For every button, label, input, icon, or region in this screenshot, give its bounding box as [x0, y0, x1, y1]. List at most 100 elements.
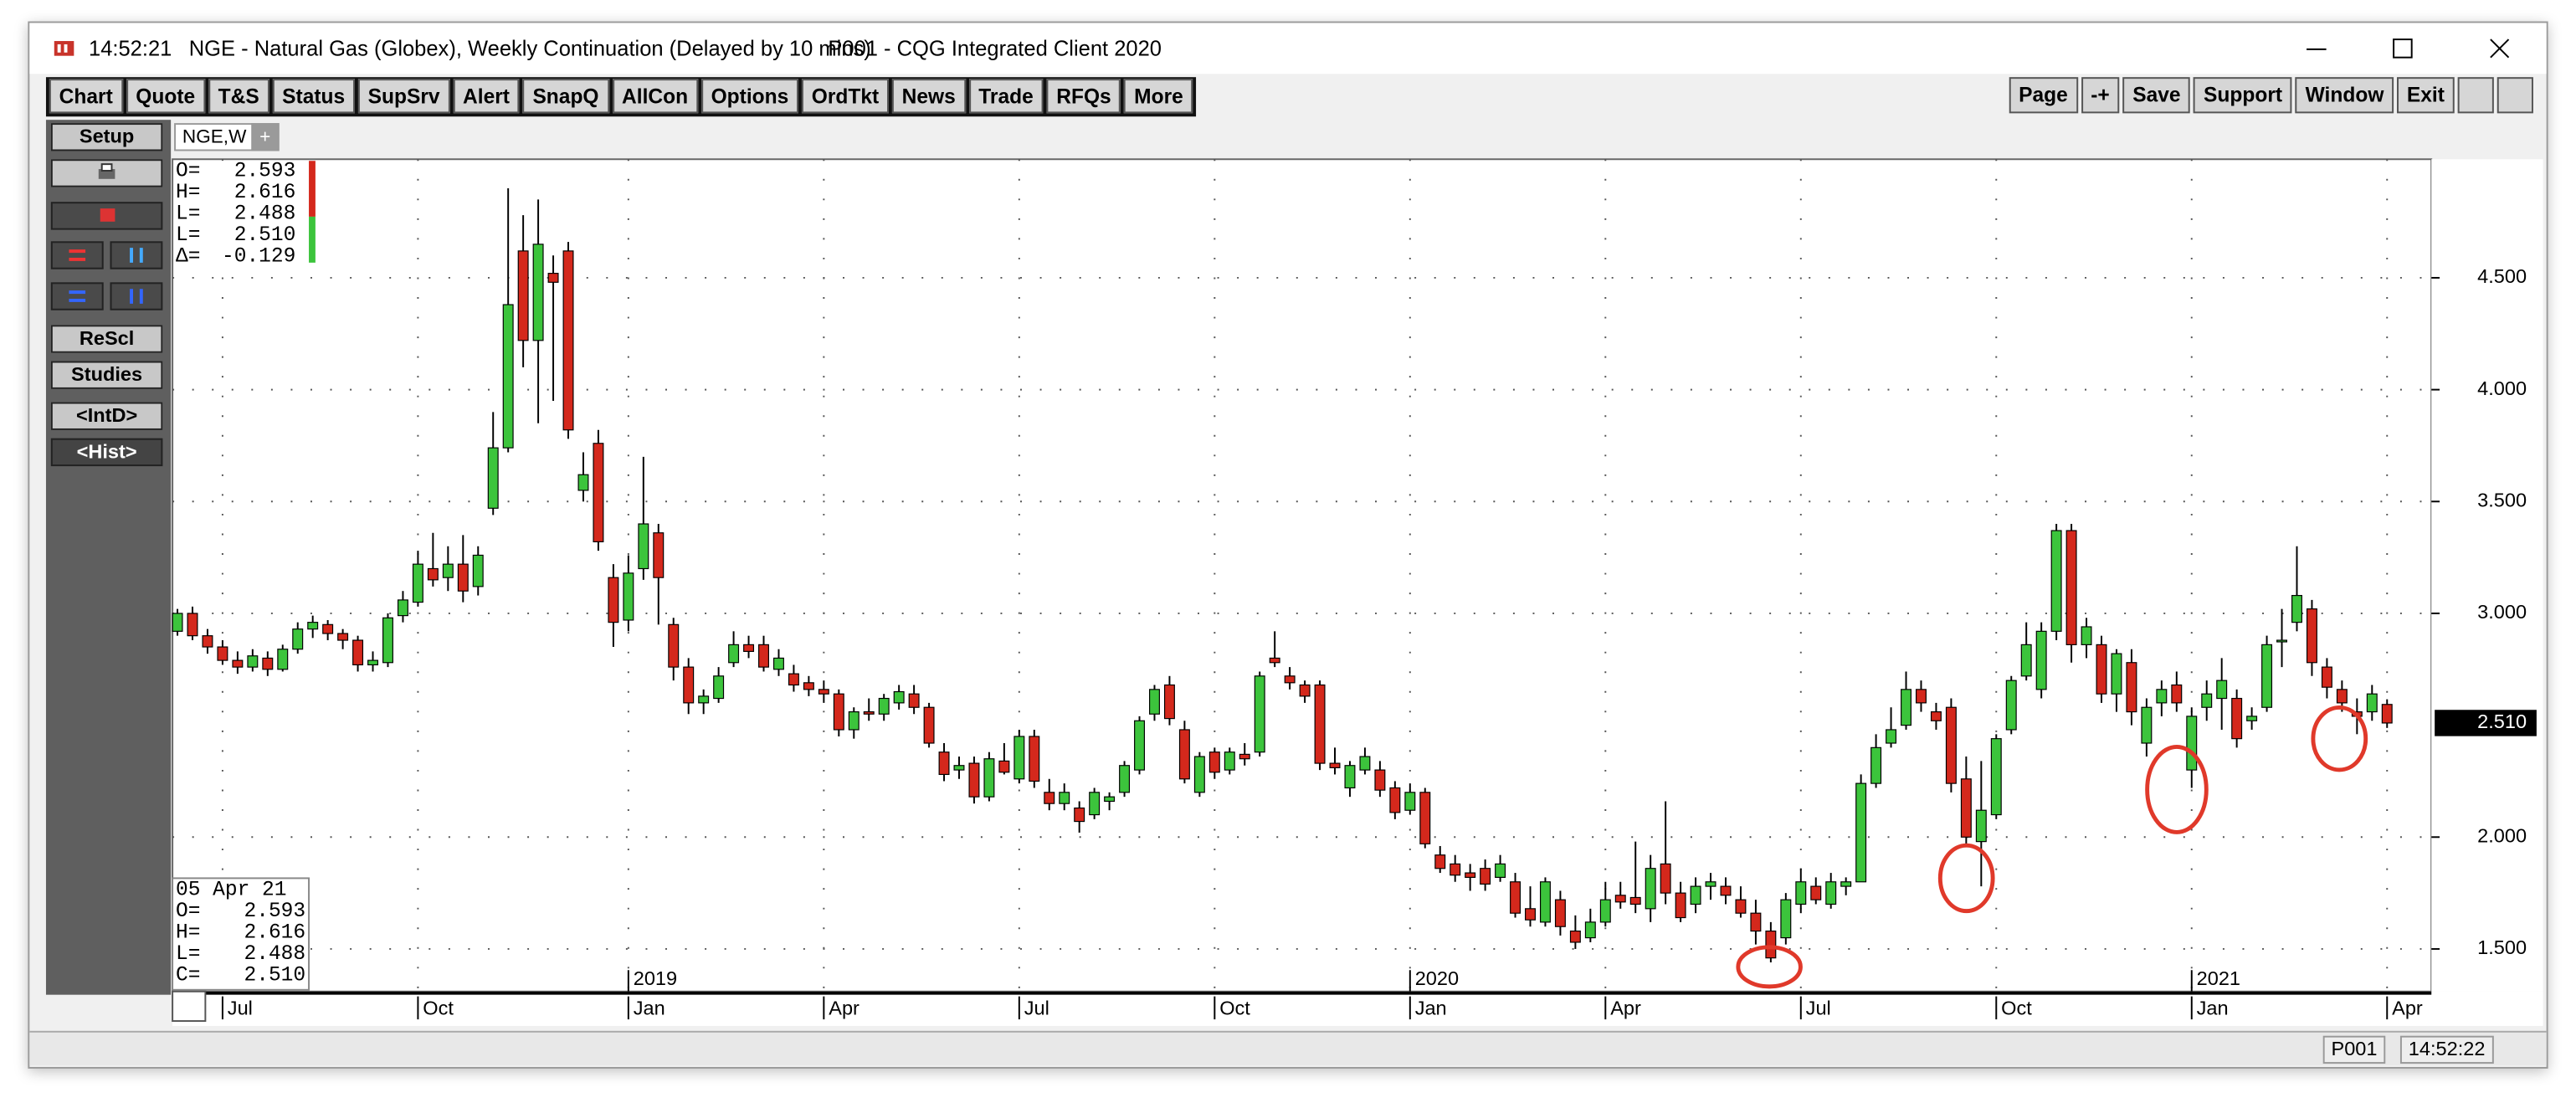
last-price-label: 2.510 — [2477, 710, 2527, 732]
candle-body — [728, 644, 740, 664]
candle-body — [1660, 863, 1671, 894]
candle-body — [1119, 765, 1131, 793]
candle-body — [758, 644, 769, 668]
candle-body — [1314, 684, 1326, 764]
help-button[interactable] — [2496, 77, 2533, 114]
sidebar: Setup ReScl Studies <IntD> <Hist> — [45, 120, 172, 995]
candle-body — [1029, 736, 1040, 782]
x-tick-label: Jan — [1415, 998, 1447, 1019]
scroll-box[interactable] — [172, 990, 207, 1023]
candle-body — [2261, 644, 2273, 708]
y-tick-label: 3.000 — [2477, 601, 2527, 623]
x-tick-label: Oct — [1219, 998, 1250, 1019]
toolbar-button[interactable]: Trade — [968, 79, 1044, 114]
toolbar-button[interactable]: Window — [2295, 77, 2394, 114]
toolbar-button[interactable]: More — [1124, 79, 1193, 114]
setup-button[interactable]: Setup — [50, 123, 163, 151]
toolbar-button[interactable]: T&S — [208, 79, 269, 114]
candle-body — [292, 628, 304, 650]
toolbar-button[interactable]: Chart — [49, 79, 123, 114]
toolbar-button[interactable]: Exit — [2397, 77, 2455, 114]
app-name: P001 - CQG Integrated Client 2020 — [828, 36, 1162, 61]
print-button[interactable] — [50, 159, 163, 187]
candle-body — [457, 563, 469, 592]
toolbar-button[interactable]: AllCon — [612, 79, 698, 114]
toolbar-button[interactable]: SupSrv — [357, 79, 450, 114]
candle-body — [1675, 892, 1686, 919]
candle-body — [172, 613, 183, 632]
toolbar-button[interactable]: Page — [2009, 77, 2078, 114]
win-restore-button[interactable] — [2457, 77, 2494, 114]
zoom-out-button[interactable] — [110, 282, 163, 310]
candle-body — [908, 693, 920, 708]
tool-button[interactable] — [50, 202, 163, 230]
candle-body — [1765, 930, 1777, 959]
annotation-circle — [2145, 745, 2209, 834]
candle-body — [1930, 710, 1942, 721]
toolbar-button[interactable]: SnapQ — [522, 79, 609, 114]
candle-body — [472, 554, 484, 587]
x-tick-label: Jul — [1024, 998, 1049, 1019]
candle-body — [1163, 684, 1175, 720]
candle-body — [1690, 885, 1701, 905]
y-tick-label: 2.000 — [2477, 825, 2527, 847]
y-tick-label: 3.500 — [2477, 490, 2527, 511]
candle-body — [1419, 792, 1431, 844]
chart-tab[interactable]: NGE,W — [174, 123, 255, 151]
candle-body — [2005, 680, 2017, 731]
candle-body — [1104, 796, 1116, 803]
x-tick-label: Apr — [1610, 998, 1641, 1019]
intraday-button[interactable]: <IntD> — [50, 402, 163, 430]
toolbar-button[interactable]: News — [891, 79, 966, 114]
toolbar-button[interactable]: Options — [700, 79, 799, 114]
date-box-value: 2.593 — [244, 900, 306, 923]
window-controls[interactable] — [2296, 33, 2527, 65]
y-tick-label: 4.000 — [2477, 377, 2527, 399]
last-price-tag — [2435, 710, 2537, 736]
x-tick-label: Oct — [2001, 998, 2032, 1019]
candle-body — [1901, 689, 1911, 726]
toolbar-button[interactable]: Support — [2194, 77, 2292, 114]
rescale-button[interactable]: ReScl — [50, 325, 163, 353]
candle-body — [833, 693, 844, 731]
y-tick-label: 1.500 — [2477, 936, 2527, 958]
candle-body — [713, 675, 725, 700]
toolbar-button[interactable]: RFQs — [1046, 79, 1121, 114]
candle-body — [803, 682, 814, 690]
candle-body — [1269, 657, 1280, 664]
x-tick-label: Jul — [228, 998, 253, 1019]
candle-body — [1945, 706, 1957, 784]
time-axis — [172, 991, 2543, 1026]
candle-body — [848, 710, 860, 731]
zoom-in-button[interactable] — [50, 282, 104, 310]
time: 14:52:21 — [89, 36, 172, 61]
add-tab[interactable]: + — [251, 123, 280, 151]
toolbar-button[interactable]: Alert — [453, 79, 520, 114]
toolbar-button[interactable]: -+ — [2081, 77, 2120, 114]
toolbar-button[interactable]: Status — [272, 79, 355, 114]
candle-body — [1510, 881, 1521, 914]
toolbar-button[interactable]: Quote — [126, 79, 205, 114]
candle-body — [2065, 530, 2077, 645]
scroll-right-button[interactable] — [110, 241, 163, 269]
candle-body — [878, 697, 890, 715]
history-button[interactable]: <Hist> — [50, 438, 163, 467]
candle-body — [382, 617, 393, 664]
status-page: P001 — [2322, 1035, 2386, 1064]
year-tick-label: 2021 — [2197, 967, 2240, 989]
studies-button[interactable]: Studies — [50, 361, 163, 389]
toolbar-button[interactable]: Save — [2122, 77, 2191, 114]
candle-body — [1224, 751, 1235, 771]
candle-body — [217, 646, 228, 661]
ohlc-key: L= — [176, 203, 200, 225]
candle-body — [202, 635, 213, 648]
candle-body — [1720, 885, 1732, 896]
candle-body — [1915, 689, 1927, 704]
candle-body — [1193, 756, 1205, 793]
candle-body — [2111, 653, 2122, 695]
toolbar-button[interactable]: OrdTkt — [801, 79, 889, 114]
candle-body — [232, 659, 244, 668]
candle-body — [2366, 693, 2378, 713]
scroll-left-button[interactable] — [50, 241, 104, 269]
